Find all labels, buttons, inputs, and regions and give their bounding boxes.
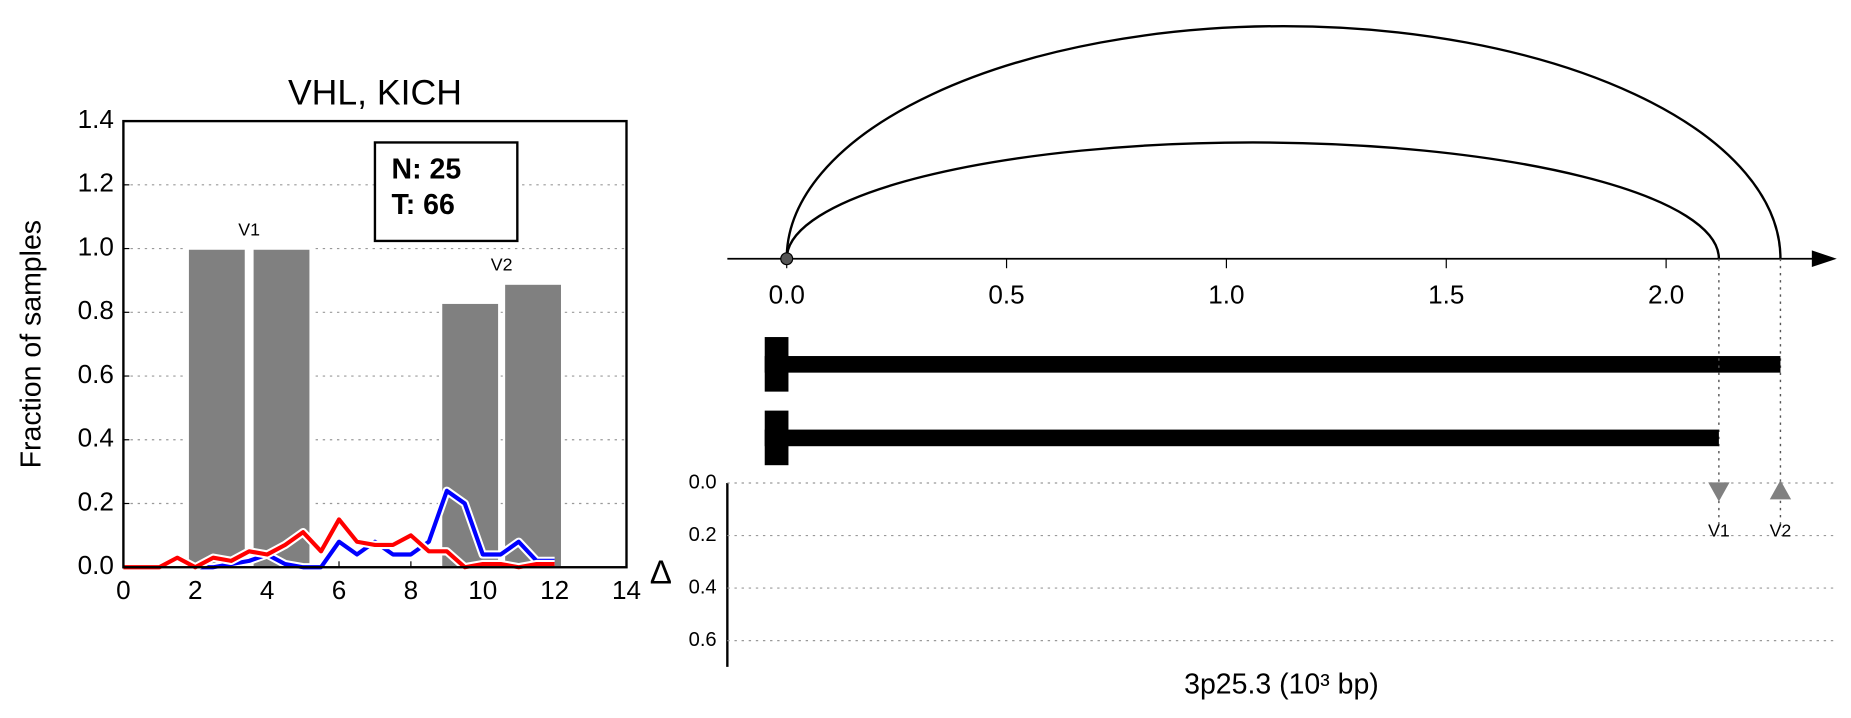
y-tick-label: 1.0 bbox=[78, 231, 114, 261]
x-axis-label: 3p25.3 (10³ bp) bbox=[1184, 668, 1379, 700]
axis-arrow bbox=[1811, 250, 1837, 268]
annotation-text: N: 25 bbox=[392, 153, 462, 185]
x-tick-label: 12 bbox=[540, 575, 569, 605]
delta-marker bbox=[1769, 480, 1792, 500]
arc bbox=[785, 141, 1721, 259]
x-tick-label: 2.0 bbox=[1648, 280, 1684, 310]
bar bbox=[186, 247, 248, 569]
marker-label: V2 bbox=[1770, 520, 1792, 540]
marker-label: V1 bbox=[1708, 520, 1730, 540]
x-tick-label: 0.0 bbox=[769, 280, 805, 310]
x-tick-label: 10 bbox=[468, 575, 497, 605]
y-tick-label: 0.8 bbox=[78, 295, 114, 325]
bar bbox=[502, 282, 564, 569]
x-tick-label: 0 bbox=[116, 575, 131, 605]
y-tick-label: 0.6 bbox=[78, 359, 114, 389]
x-tick-label: 1.5 bbox=[1428, 280, 1464, 310]
bar-label: V2 bbox=[491, 255, 513, 275]
transcript bbox=[764, 429, 1719, 447]
y-tick-label: 0.2 bbox=[689, 524, 717, 546]
x-tick-label: 4 bbox=[260, 575, 275, 605]
arc bbox=[785, 25, 1782, 259]
x-tick-label: 1.0 bbox=[1208, 280, 1244, 310]
x-tick-label: 14 bbox=[612, 575, 641, 605]
y-axis-label: Fraction of samples bbox=[16, 220, 48, 468]
x-tick-label: 6 bbox=[332, 575, 347, 605]
y-tick-label: 1.2 bbox=[78, 168, 114, 198]
y-tick-label: 0.0 bbox=[689, 471, 717, 493]
y-tick-label: 0.2 bbox=[78, 486, 114, 516]
delta-marker bbox=[1708, 482, 1730, 502]
bar bbox=[251, 247, 312, 569]
y-axis-label: Δ bbox=[650, 555, 672, 592]
annotation-box bbox=[373, 141, 519, 243]
x-tick-label: 8 bbox=[404, 575, 419, 605]
annotation-text: T: 66 bbox=[392, 189, 455, 221]
y-tick-label: 0.4 bbox=[78, 423, 114, 453]
y-tick-label: 1.4 bbox=[78, 104, 114, 134]
y-tick-label: 0.0 bbox=[78, 550, 114, 580]
y-tick-label: 0.6 bbox=[689, 629, 717, 651]
y-tick-label: 0.4 bbox=[689, 576, 717, 598]
x-tick-label: 0.5 bbox=[988, 280, 1024, 310]
origin-dot bbox=[780, 252, 794, 266]
chart-title: VHL, KICH bbox=[288, 72, 462, 112]
plot-frame bbox=[122, 119, 628, 569]
bar-label: V1 bbox=[238, 219, 260, 239]
x-tick-label: 2 bbox=[188, 575, 203, 605]
transcript bbox=[764, 356, 1781, 373]
